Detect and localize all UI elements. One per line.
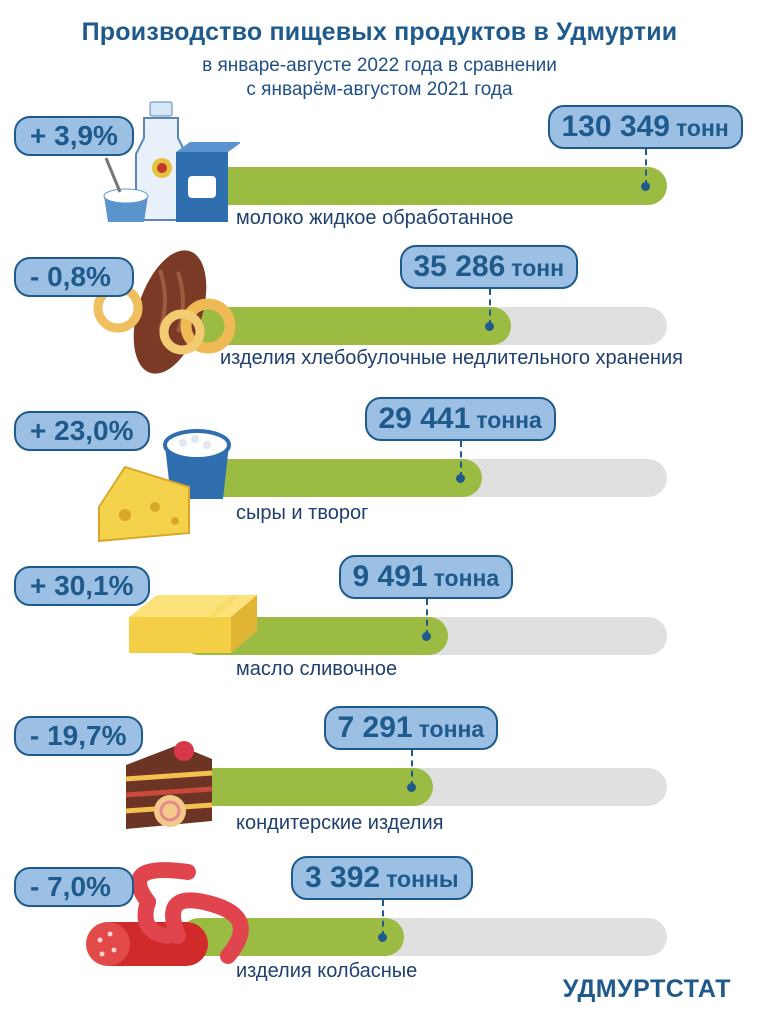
value-badge: 7 291 тонна <box>323 706 499 750</box>
row-sausage: - 7,0% изделия колбасные 3 392 тонны <box>0 855 759 1005</box>
value-badge: 29 441 тонна <box>364 397 556 441</box>
chart-title: Производство пищевых продуктов в Удмурти… <box>81 18 678 46</box>
value-number: 9 491 <box>352 560 428 593</box>
change-badge: - 19,7% <box>14 716 143 756</box>
value-unit: тонн <box>511 255 565 281</box>
value-unit: тонна <box>433 565 500 591</box>
bar-track <box>180 459 667 497</box>
value-leader-line <box>426 599 428 636</box>
value-leader-line <box>489 289 491 326</box>
value-number: 130 349 <box>561 110 670 143</box>
row-bread: - 0,8% изделия хлебобулочные недлительно… <box>0 245 759 400</box>
value-number: 7 291 <box>337 711 413 744</box>
value-number: 3 392 <box>305 861 381 894</box>
bar-track <box>180 918 667 956</box>
value-unit: тонна <box>476 407 542 433</box>
cake-icon <box>125 741 213 829</box>
value-unit: тонна <box>418 716 485 742</box>
change-badge: - 0,8% <box>14 257 134 297</box>
chart-subtitle: в январе-августе 2022 года в сравнении с… <box>0 54 759 102</box>
value-badge: 35 286 тонн <box>399 245 579 289</box>
value-number: 35 286 <box>413 250 506 283</box>
change-badge: + 23,0% <box>14 411 150 451</box>
bar-fill <box>180 768 433 806</box>
value-number: 29 441 <box>378 402 471 435</box>
change-badge: + 3,9% <box>14 116 134 156</box>
category-label: изделия колбасные <box>236 960 418 982</box>
subtitle-line-1: в январе-августе 2022 года в сравнении <box>202 55 557 76</box>
footer-brand: УДМУРТСТАТ <box>562 975 731 1003</box>
value-marker-dot <box>456 474 465 483</box>
change-badge: - 7,0% <box>14 867 134 907</box>
sausage-icon <box>86 862 249 966</box>
value-marker-dot <box>641 182 650 191</box>
value-leader-line <box>460 441 462 478</box>
value-marker-dot <box>485 322 494 331</box>
bar-fill <box>180 918 404 956</box>
category-label: масло сливочное <box>236 658 398 680</box>
value-leader-line <box>411 750 413 787</box>
category-label: молоко жидкое обработанное <box>236 207 514 229</box>
value-marker-dot <box>422 632 431 641</box>
category-label: изделия хлебобулочные недлительного хран… <box>220 347 683 369</box>
value-unit: тонны <box>386 866 459 892</box>
subtitle-line-2: с январём-августом 2021 года <box>246 79 513 100</box>
change-badge: + 30,1% <box>14 566 150 606</box>
bar-track <box>180 167 667 205</box>
bar-track <box>180 307 667 345</box>
row-cheese: + 23,0% сыры и творог 29 441 тонна <box>0 397 759 550</box>
bread-bagels-icon <box>93 250 236 374</box>
butter-icon <box>129 594 257 653</box>
value-badge: 130 349 тонн <box>547 105 743 149</box>
category-label: кондитерские изделия <box>236 812 444 834</box>
value-marker-dot <box>378 933 387 942</box>
bar-fill <box>180 167 667 205</box>
value-badge: 3 392 тонны <box>291 856 473 900</box>
value-unit: тонн <box>675 115 729 141</box>
value-leader-line <box>645 149 647 186</box>
value-leader-line <box>382 900 384 937</box>
bar-track <box>180 768 667 806</box>
milk-products-icon <box>103 101 240 222</box>
row-butter: + 30,1% масло сливочное 9 491 тонна <box>0 555 759 705</box>
row-confectionery: - 19,7% кондитерские изделия 7 291 тонна <box>0 706 759 860</box>
cheese-cottage-icon <box>98 429 231 543</box>
category-label: сыры и творог <box>236 502 369 524</box>
bar-fill <box>180 459 482 497</box>
value-badge: 9 491 тонна <box>338 555 514 599</box>
row-milk: + 3,9% молоко жидкое обработанное 130 34… <box>0 100 759 250</box>
value-marker-dot <box>407 783 416 792</box>
